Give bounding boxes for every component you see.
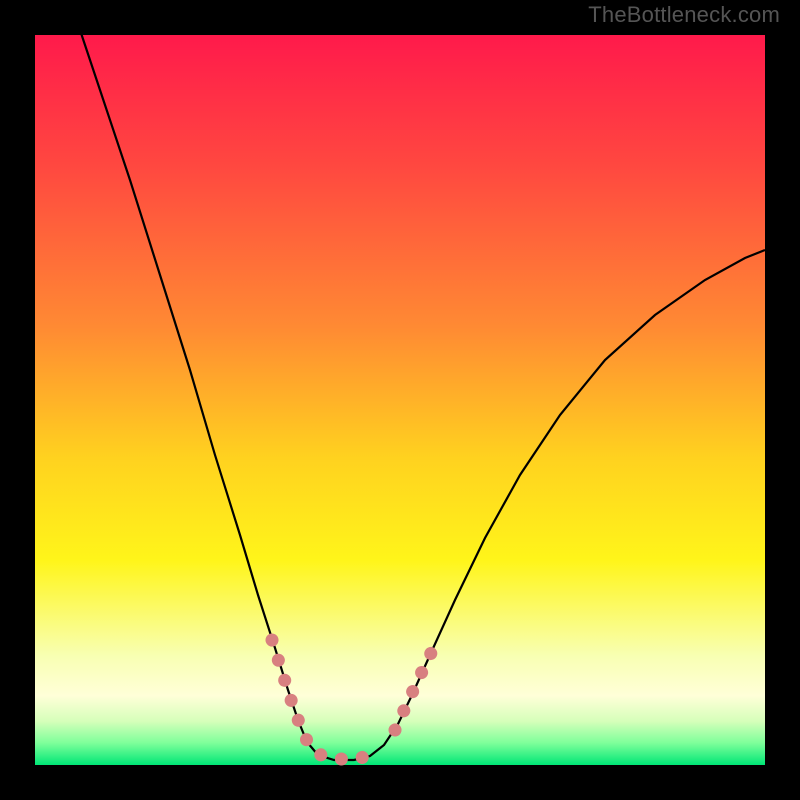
plot-background	[35, 35, 765, 765]
chart-svg	[0, 0, 800, 800]
watermark-text: TheBottleneck.com	[588, 2, 780, 28]
